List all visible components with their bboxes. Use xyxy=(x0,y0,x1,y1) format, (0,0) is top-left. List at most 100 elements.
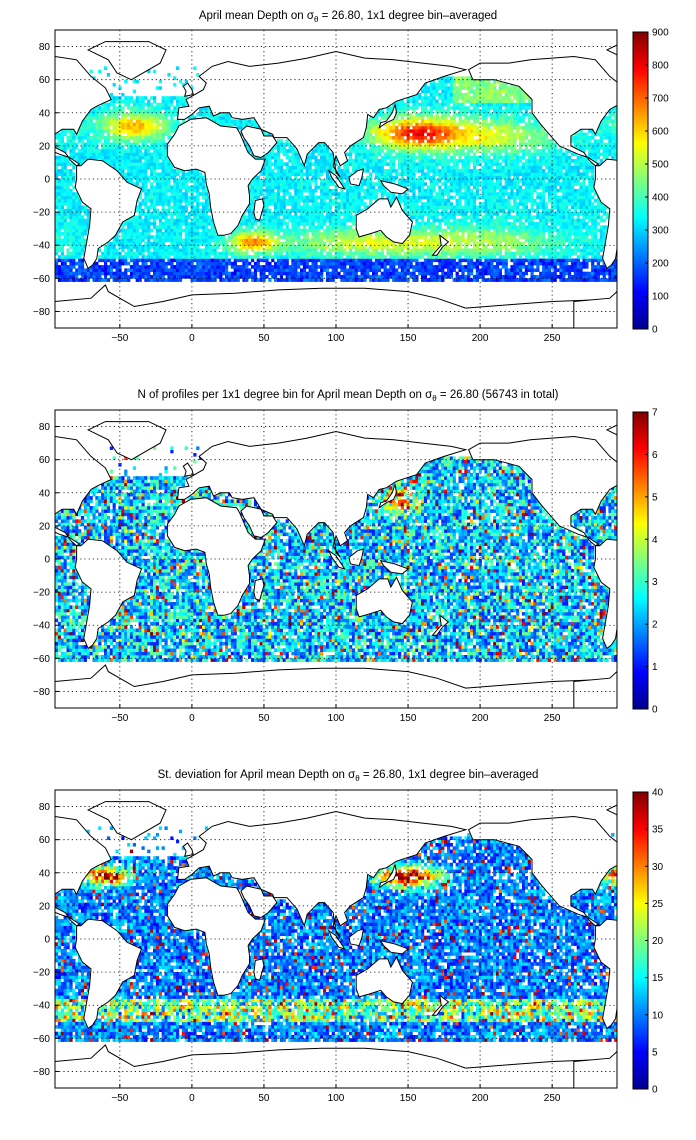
data-cell xyxy=(409,182,413,186)
data-cell xyxy=(510,228,514,233)
data-cell xyxy=(127,222,131,226)
data-cell xyxy=(268,165,272,170)
data-cell xyxy=(268,208,272,213)
data-cell xyxy=(593,268,598,272)
data-cell xyxy=(553,188,557,193)
data-cell xyxy=(331,182,335,186)
data-cell xyxy=(276,265,281,269)
data-cell xyxy=(106,251,111,256)
data-cell xyxy=(147,268,151,272)
data-cell xyxy=(60,205,64,210)
data-cell xyxy=(141,265,145,269)
data-cell xyxy=(510,179,514,183)
data-cell xyxy=(533,198,537,203)
data-cell xyxy=(547,232,551,236)
data-cell xyxy=(251,225,255,229)
data-cell xyxy=(472,208,477,213)
data-cell xyxy=(204,208,209,213)
data-cell xyxy=(190,195,194,200)
data-cell xyxy=(349,275,353,279)
data-cell xyxy=(527,261,531,266)
data-cell xyxy=(233,238,237,243)
data-cell xyxy=(328,265,332,269)
data-cell xyxy=(455,188,459,193)
data-cell xyxy=(112,245,116,249)
data-cell xyxy=(80,235,85,239)
data-cell xyxy=(141,169,145,173)
data-cell xyxy=(582,248,586,253)
data-cell xyxy=(184,188,188,193)
data-cell xyxy=(83,212,87,216)
data-cell xyxy=(124,245,128,249)
data-cell xyxy=(181,198,185,203)
data-cell xyxy=(251,255,255,259)
data-cell xyxy=(155,192,160,196)
data-cell xyxy=(452,205,456,210)
data-cell xyxy=(325,232,330,236)
data-cell xyxy=(161,245,165,249)
data-cell xyxy=(164,225,168,229)
data-cell xyxy=(470,175,474,180)
data-cell xyxy=(268,175,272,180)
data-cell xyxy=(400,255,404,259)
data-cell xyxy=(481,208,485,213)
data-cell xyxy=(461,222,465,226)
data-cell xyxy=(173,169,177,173)
data-cell xyxy=(337,172,341,176)
data-cell xyxy=(510,169,514,173)
data-cell xyxy=(475,195,479,200)
data-cell xyxy=(265,251,269,256)
data-cell xyxy=(481,185,485,190)
data-cell xyxy=(308,192,312,196)
data-cell xyxy=(69,222,73,226)
data-cell xyxy=(467,198,471,203)
data-cell xyxy=(251,212,255,216)
data-cell xyxy=(297,275,301,279)
data-cell xyxy=(360,235,364,239)
data-cell xyxy=(380,238,384,243)
data-cell xyxy=(412,172,416,176)
data-cell xyxy=(570,248,575,253)
data-cell xyxy=(487,198,491,203)
data-cell xyxy=(144,215,148,219)
data-cell xyxy=(539,278,543,282)
data-cell xyxy=(562,278,566,282)
data-cell xyxy=(147,208,151,213)
data-cell xyxy=(493,195,497,200)
data-cell xyxy=(320,248,324,253)
data-cell xyxy=(435,238,439,243)
data-cell xyxy=(155,179,160,183)
data-cell xyxy=(144,188,148,193)
data-cell xyxy=(504,218,508,223)
data-cell xyxy=(230,245,234,249)
data-cell xyxy=(144,222,148,226)
data-cell xyxy=(57,235,62,239)
data-cell xyxy=(268,268,272,272)
data-cell xyxy=(95,278,99,282)
data-cell xyxy=(323,241,327,246)
data-cell xyxy=(412,179,416,183)
data-cell xyxy=(409,232,413,236)
data-cell xyxy=(351,222,356,226)
data-cell xyxy=(357,202,361,206)
data-cell xyxy=(193,275,197,279)
data-cell xyxy=(55,245,59,249)
data-cell xyxy=(80,208,85,213)
data-cell xyxy=(360,261,364,266)
data-cell xyxy=(63,185,67,190)
data-cell xyxy=(337,195,341,200)
data-cell xyxy=(490,185,494,190)
data-cell xyxy=(129,235,134,239)
data-cell xyxy=(262,265,266,269)
data-cell xyxy=(328,222,332,226)
data-cell xyxy=(568,258,572,263)
data-cell xyxy=(504,172,508,176)
data-cell xyxy=(588,212,592,216)
data-cell xyxy=(464,251,468,256)
data-cell xyxy=(331,225,335,229)
data-cell xyxy=(181,248,185,253)
data-cell xyxy=(542,175,546,180)
data-cell xyxy=(444,265,448,269)
data-cell xyxy=(357,195,361,200)
data-cell xyxy=(573,212,577,216)
